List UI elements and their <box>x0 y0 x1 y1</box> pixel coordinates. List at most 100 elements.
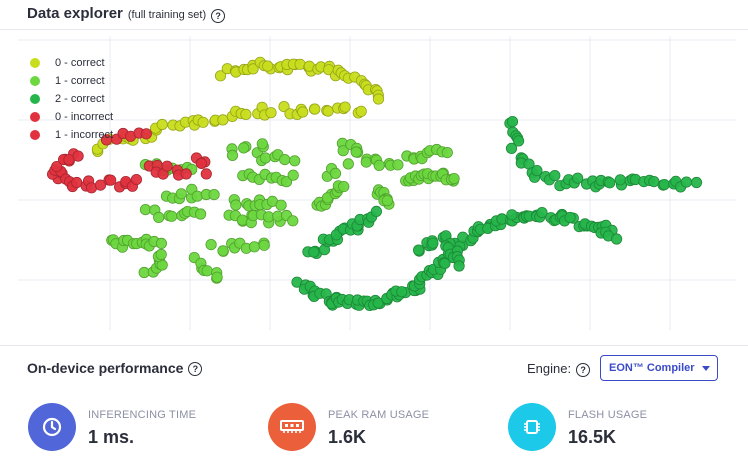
data-point[interactable] <box>205 239 217 251</box>
scatter-plot[interactable] <box>0 30 748 345</box>
data-point[interactable] <box>105 174 117 186</box>
data-point[interactable] <box>381 195 393 207</box>
legend-item[interactable]: 2 - correct <box>30 90 113 108</box>
data-point[interactable] <box>195 157 208 169</box>
data-point[interactable] <box>155 237 167 249</box>
data-point[interactable] <box>214 70 227 82</box>
data-point[interactable] <box>161 160 173 172</box>
data-point[interactable] <box>297 106 309 118</box>
data-point[interactable] <box>337 145 349 157</box>
data-point[interactable] <box>265 107 277 119</box>
data-point[interactable] <box>342 158 354 170</box>
data-point[interactable] <box>208 189 220 201</box>
data-point[interactable] <box>536 207 548 219</box>
data-point[interactable] <box>604 177 616 189</box>
data-point[interactable] <box>140 128 152 140</box>
legend-item[interactable]: 1 - incorrect <box>30 126 113 144</box>
help-icon[interactable]: ? <box>211 9 226 23</box>
data-point[interactable] <box>658 179 670 191</box>
data-point[interactable] <box>94 179 107 191</box>
legend-label: 0 - incorrect <box>55 111 114 123</box>
data-point[interactable] <box>155 248 167 261</box>
data-point[interactable] <box>441 147 453 159</box>
data-point[interactable] <box>200 168 212 180</box>
data-point[interactable] <box>289 155 301 167</box>
data-point[interactable] <box>372 93 385 105</box>
data-point[interactable] <box>197 116 209 128</box>
data-point[interactable] <box>412 244 425 256</box>
data-point[interactable] <box>339 101 351 113</box>
data-point[interactable] <box>308 246 320 258</box>
data-point[interactable] <box>238 142 250 154</box>
data-point[interactable] <box>329 167 342 179</box>
data-point[interactable] <box>211 271 223 283</box>
data-point[interactable] <box>51 161 63 173</box>
data-point[interactable] <box>287 169 299 181</box>
data-point[interactable] <box>248 241 260 253</box>
data-point[interactable] <box>166 210 178 222</box>
data-point[interactable] <box>396 286 408 298</box>
data-point[interactable] <box>614 174 626 186</box>
data-point[interactable] <box>72 150 84 162</box>
data-point[interactable] <box>680 176 693 188</box>
data-point[interactable] <box>309 103 321 115</box>
data-point[interactable] <box>247 63 259 75</box>
data-point[interactable] <box>139 204 152 216</box>
data-point[interactable] <box>564 211 576 224</box>
data-point[interactable] <box>226 149 239 161</box>
data-point[interactable] <box>201 265 213 277</box>
data-point[interactable] <box>355 105 367 117</box>
data-point[interactable] <box>531 165 543 177</box>
data-point[interactable] <box>505 142 518 154</box>
legend-item[interactable]: 0 - incorrect <box>30 108 113 126</box>
data-point[interactable] <box>648 176 660 188</box>
data-point[interactable] <box>153 211 165 223</box>
data-point[interactable] <box>427 237 439 249</box>
metric-label: INFERENCING TIME <box>88 409 197 421</box>
data-point[interactable] <box>453 260 465 272</box>
data-explorer-title: Data explorer <box>27 5 123 22</box>
data-point[interactable] <box>130 174 142 186</box>
data-point[interactable] <box>71 176 83 189</box>
data-point[interactable] <box>180 168 192 180</box>
data-explorer-header: Data explorer (full training set) ? <box>27 5 226 23</box>
data-point[interactable] <box>230 199 242 211</box>
data-point[interactable] <box>506 209 518 221</box>
performance-title-row: On-device performance ? <box>27 360 203 376</box>
data-point[interactable] <box>278 101 290 113</box>
data-point[interactable] <box>256 138 268 150</box>
data-point[interactable] <box>156 118 168 131</box>
chip-icon <box>508 403 556 451</box>
data-point[interactable] <box>259 152 271 164</box>
data-point[interactable] <box>338 181 350 193</box>
data-point[interactable] <box>370 205 382 217</box>
data-point[interactable] <box>280 176 293 188</box>
data-point[interactable] <box>195 208 207 220</box>
data-point[interactable] <box>448 173 460 185</box>
legend-item[interactable]: 0 - correct <box>30 54 113 72</box>
data-point[interactable] <box>240 108 252 121</box>
data-point[interactable] <box>373 159 385 171</box>
data-point[interactable] <box>690 176 703 189</box>
data-point[interactable] <box>512 135 525 147</box>
data-point[interactable] <box>217 245 229 257</box>
help-icon[interactable]: ? <box>188 362 203 376</box>
data-point[interactable] <box>175 188 187 200</box>
data-point[interactable] <box>610 233 623 245</box>
legend-item[interactable]: 1 - correct <box>30 72 113 90</box>
data-point[interactable] <box>275 199 287 211</box>
data-point[interactable] <box>392 159 404 171</box>
data-point[interactable] <box>549 170 561 182</box>
data-point[interactable] <box>287 215 299 227</box>
data-point[interactable] <box>322 105 334 117</box>
data-point[interactable] <box>350 146 362 158</box>
data-point[interactable] <box>506 116 519 128</box>
help-icon[interactable]: ? <box>576 362 591 377</box>
data-point[interactable] <box>279 154 291 166</box>
data-point[interactable] <box>217 114 229 126</box>
data-point[interactable] <box>572 172 584 184</box>
engine-select[interactable]: EON™ Compiler <box>600 355 718 381</box>
data-point[interactable] <box>258 239 270 251</box>
data-point[interactable] <box>191 190 203 202</box>
data-point[interactable] <box>262 60 274 72</box>
